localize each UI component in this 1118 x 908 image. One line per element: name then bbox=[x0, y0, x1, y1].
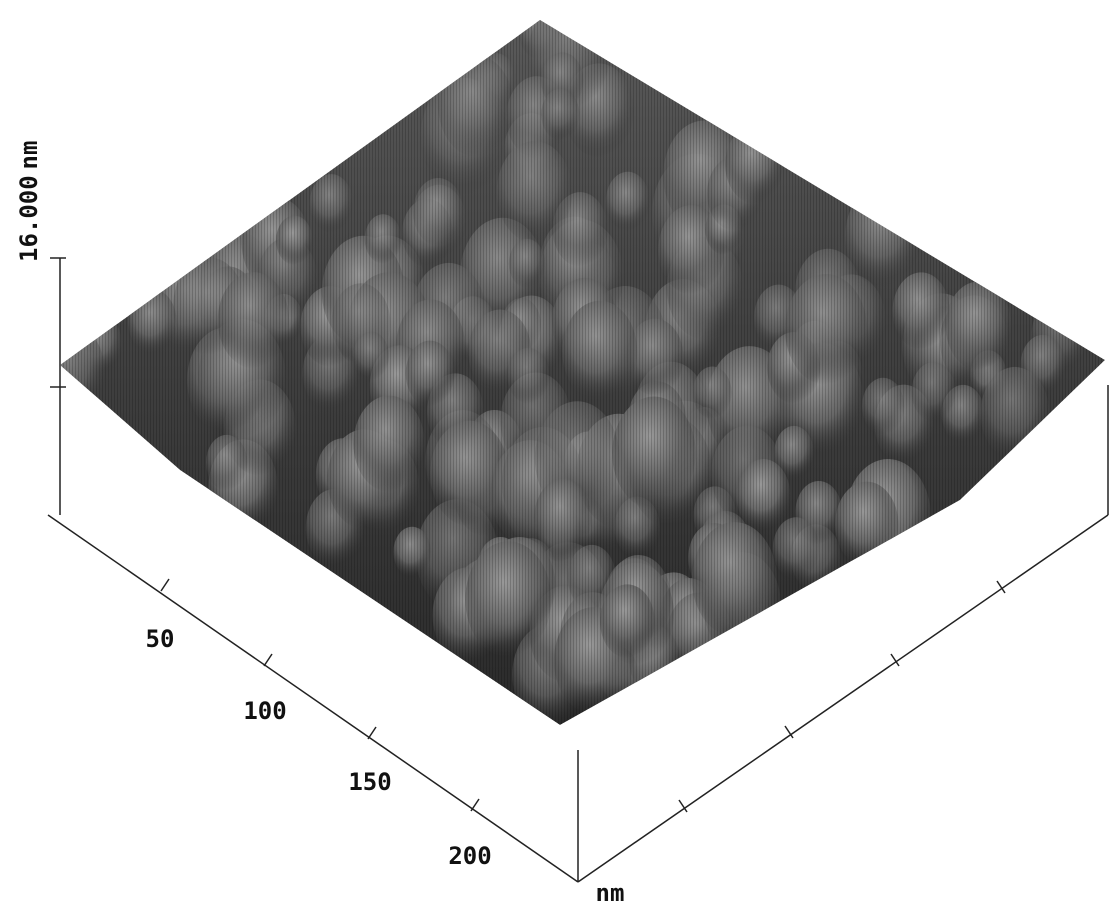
axis-tick bbox=[471, 799, 479, 811]
afm-image: 16.000 nm 50 100 150 200 nm bbox=[0, 0, 1118, 908]
axis-tick bbox=[264, 654, 272, 666]
x-tick-label: 100 bbox=[243, 697, 286, 725]
x-tick-label: 200 bbox=[448, 842, 491, 870]
scan-lines bbox=[0, 0, 1118, 908]
axis-tick bbox=[368, 727, 376, 739]
surface bbox=[0, 0, 1118, 908]
z-label: 16.000 bbox=[15, 175, 43, 262]
x-tick-label: 50 bbox=[146, 625, 175, 653]
x-tick-label: 150 bbox=[348, 768, 391, 796]
x-unit: nm bbox=[596, 879, 625, 907]
z-unit: nm bbox=[15, 141, 43, 170]
axis-tick bbox=[161, 579, 169, 591]
